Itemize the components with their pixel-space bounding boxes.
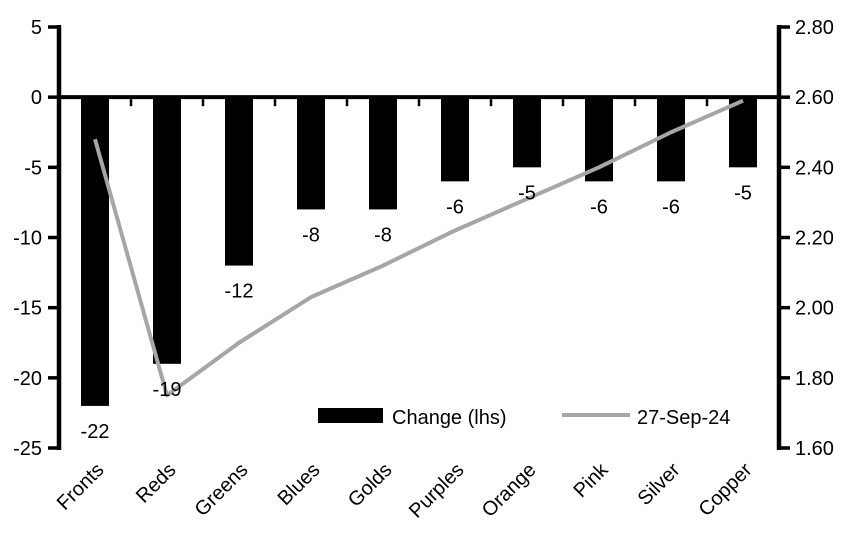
category-label-fronts: Fronts	[53, 459, 109, 515]
left-axis-tick-label: -25	[13, 438, 42, 460]
bar-data-label: -12	[225, 281, 254, 303]
bar-data-label: -6	[590, 196, 608, 218]
legend-bar-swatch	[318, 408, 383, 423]
category-label-orange: Orange	[478, 459, 541, 522]
left-axis-tick-label: -20	[13, 368, 42, 390]
right-axis-tick-label: 1.60	[795, 438, 834, 460]
bar-purples	[441, 97, 469, 182]
bar-blues	[297, 97, 325, 210]
bar-fronts	[81, 97, 109, 406]
legend-label-27-sep-24: 27-Sep-24	[637, 407, 730, 429]
bar-reds	[153, 97, 181, 364]
left-axis-tick-label: 5	[31, 17, 42, 39]
category-label-pink: Pink	[569, 458, 613, 502]
bar-silver	[657, 97, 685, 182]
right-axis-tick-label: 1.80	[795, 368, 834, 390]
right-axis-tick-label: 2.00	[795, 298, 834, 320]
right-axis-tick-label: 2.80	[795, 17, 834, 39]
bar-data-label: -6	[662, 196, 680, 218]
category-label-golds: Golds	[344, 459, 397, 512]
bar-data-label: -5	[518, 182, 536, 204]
left-axis-tick-label: -10	[13, 228, 42, 250]
bar-data-label: -5	[734, 182, 752, 204]
right-axis-tick-label: 2.40	[795, 157, 834, 179]
right-axis-tick-label: 2.60	[795, 87, 834, 109]
bar-golds	[369, 97, 397, 210]
legend-label-change-lhs: Change (lhs)	[392, 407, 507, 429]
bar-data-label: -6	[446, 196, 464, 218]
bar-data-label: -19	[153, 379, 182, 401]
bar-data-label: -8	[302, 224, 320, 246]
category-label-silver: Silver	[634, 459, 685, 510]
category-label-purples: Purples	[405, 459, 469, 523]
line-series-27-sep-24	[93, 98, 744, 398]
category-label-blues: Blues	[274, 459, 325, 510]
left-axis-tick-label: -15	[13, 298, 42, 320]
right-axis-tick-label: 2.20	[795, 228, 834, 250]
category-label-greens: Greens	[191, 459, 253, 521]
bar-orange	[513, 97, 541, 168]
bar-data-label: -8	[374, 224, 392, 246]
bar-copper	[729, 97, 757, 168]
left-axis-tick-label: 0	[31, 87, 42, 109]
category-label-copper: Copper	[695, 459, 757, 521]
left-axis-tick-label: -5	[24, 157, 42, 179]
bar-data-label: -22	[81, 421, 110, 443]
category-label-reds: Reds	[132, 459, 181, 508]
bar-greens	[225, 97, 253, 266]
